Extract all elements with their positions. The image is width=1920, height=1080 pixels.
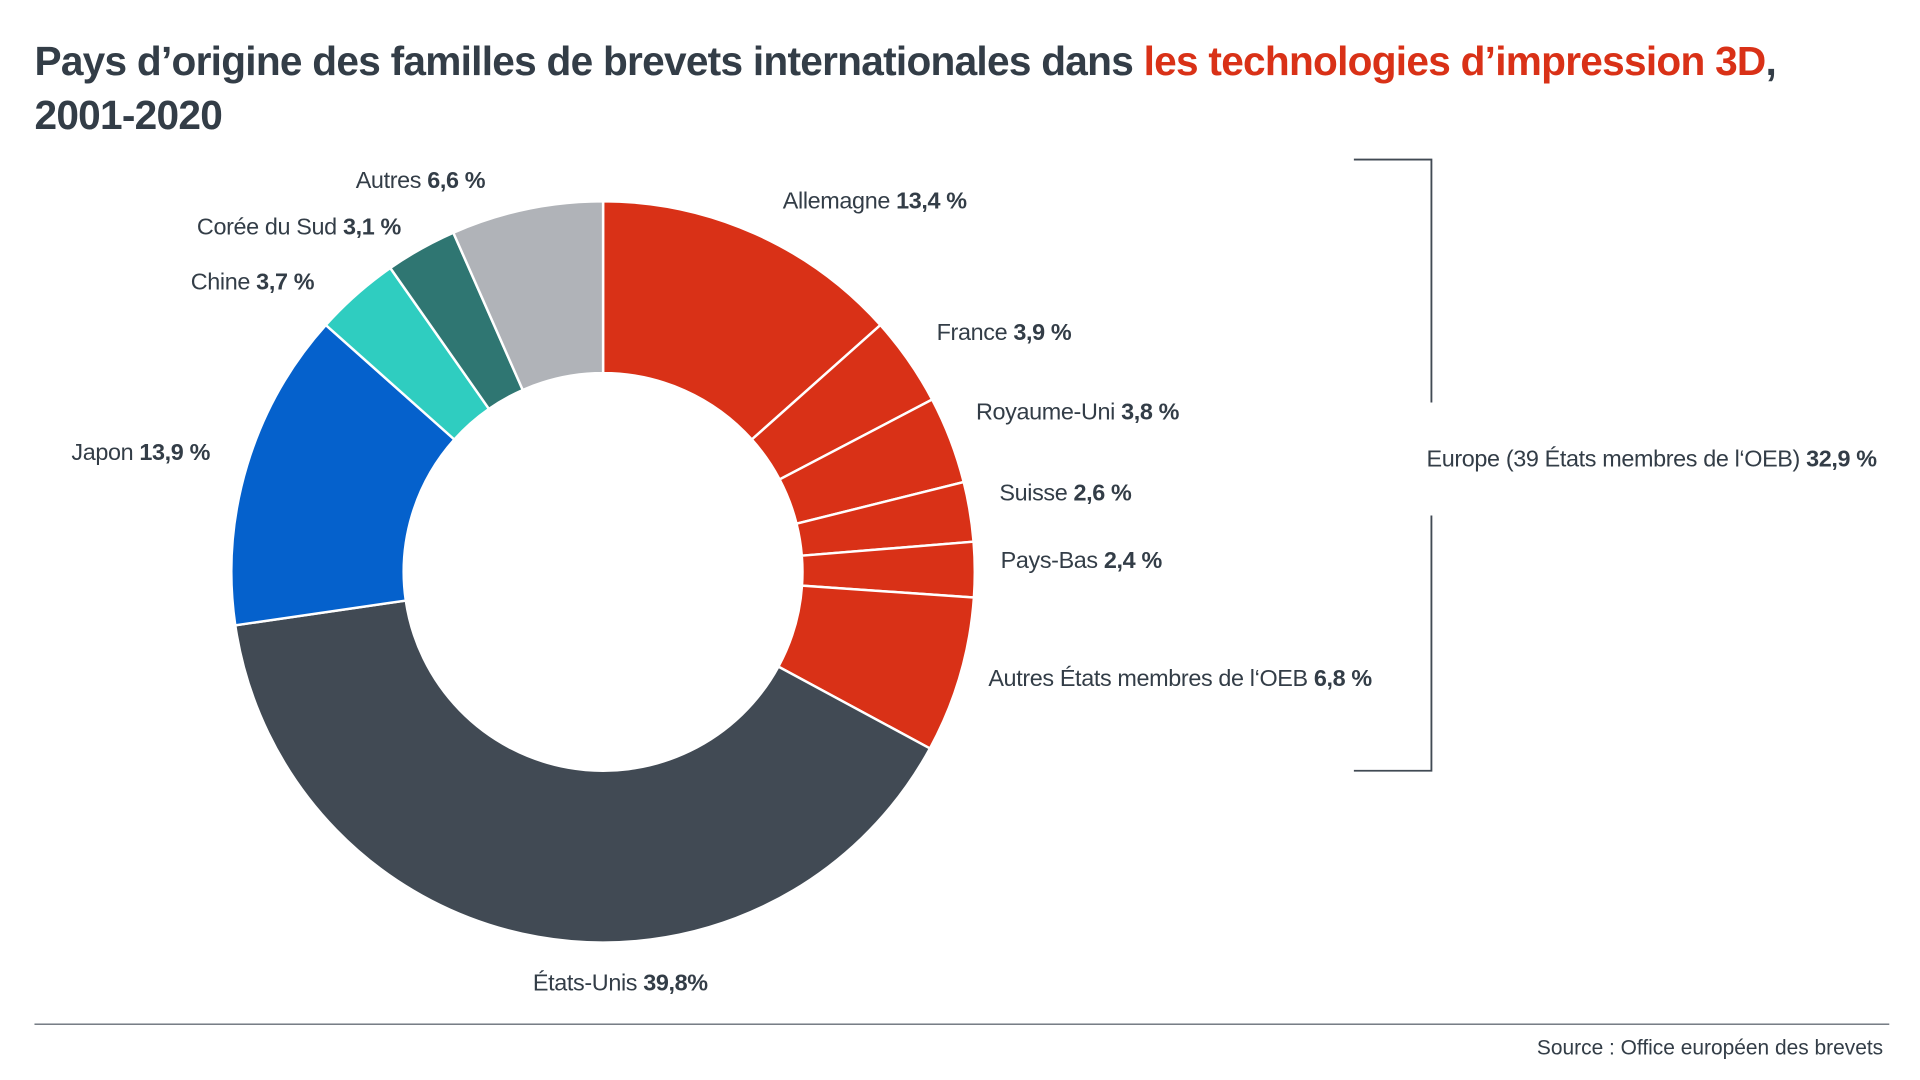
label-royaume-uni: Royaume-Uni 3,8 % bbox=[976, 400, 1179, 427]
label-suisse: Suisse 2,6 % bbox=[999, 481, 1131, 508]
europe-bracket-bottom bbox=[1354, 515, 1432, 770]
europe-bracket-top bbox=[1354, 160, 1432, 403]
label-etats-unis: États-Unis 39,8% bbox=[533, 971, 708, 998]
label-europe-group: Europe (39 États membres de l‘OEB) 32,9 … bbox=[1426, 447, 1876, 474]
label-autres: Autres 6,6 % bbox=[356, 168, 485, 195]
source-note: Source : Office européen des brevets bbox=[1537, 1036, 1883, 1061]
label-coree-du-sud: Corée du Sud 3,1 % bbox=[197, 215, 401, 242]
label-autres-oeb: Autres États membres de l‘OEB 6,8 % bbox=[988, 666, 1372, 693]
chart-figure: Pays d’origine des familles de brevets i… bbox=[0, 0, 1920, 1080]
label-chine: Chine 3,7 % bbox=[191, 270, 314, 297]
label-japon: Japon 13,9 % bbox=[71, 441, 210, 468]
label-allemagne: Allemagne 13,4 % bbox=[783, 189, 967, 216]
donut-chart bbox=[0, 0, 1920, 1080]
label-france: France 3,9 % bbox=[937, 320, 1072, 347]
footer-divider bbox=[34, 1024, 1889, 1025]
label-pays-bas: Pays-Bas 2,4 % bbox=[1001, 549, 1162, 576]
